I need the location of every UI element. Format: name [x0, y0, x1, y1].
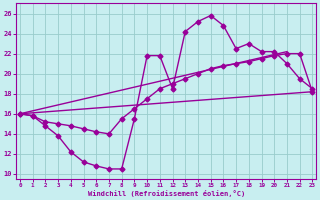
X-axis label: Windchill (Refroidissement éolien,°C): Windchill (Refroidissement éolien,°C) [88, 190, 245, 197]
